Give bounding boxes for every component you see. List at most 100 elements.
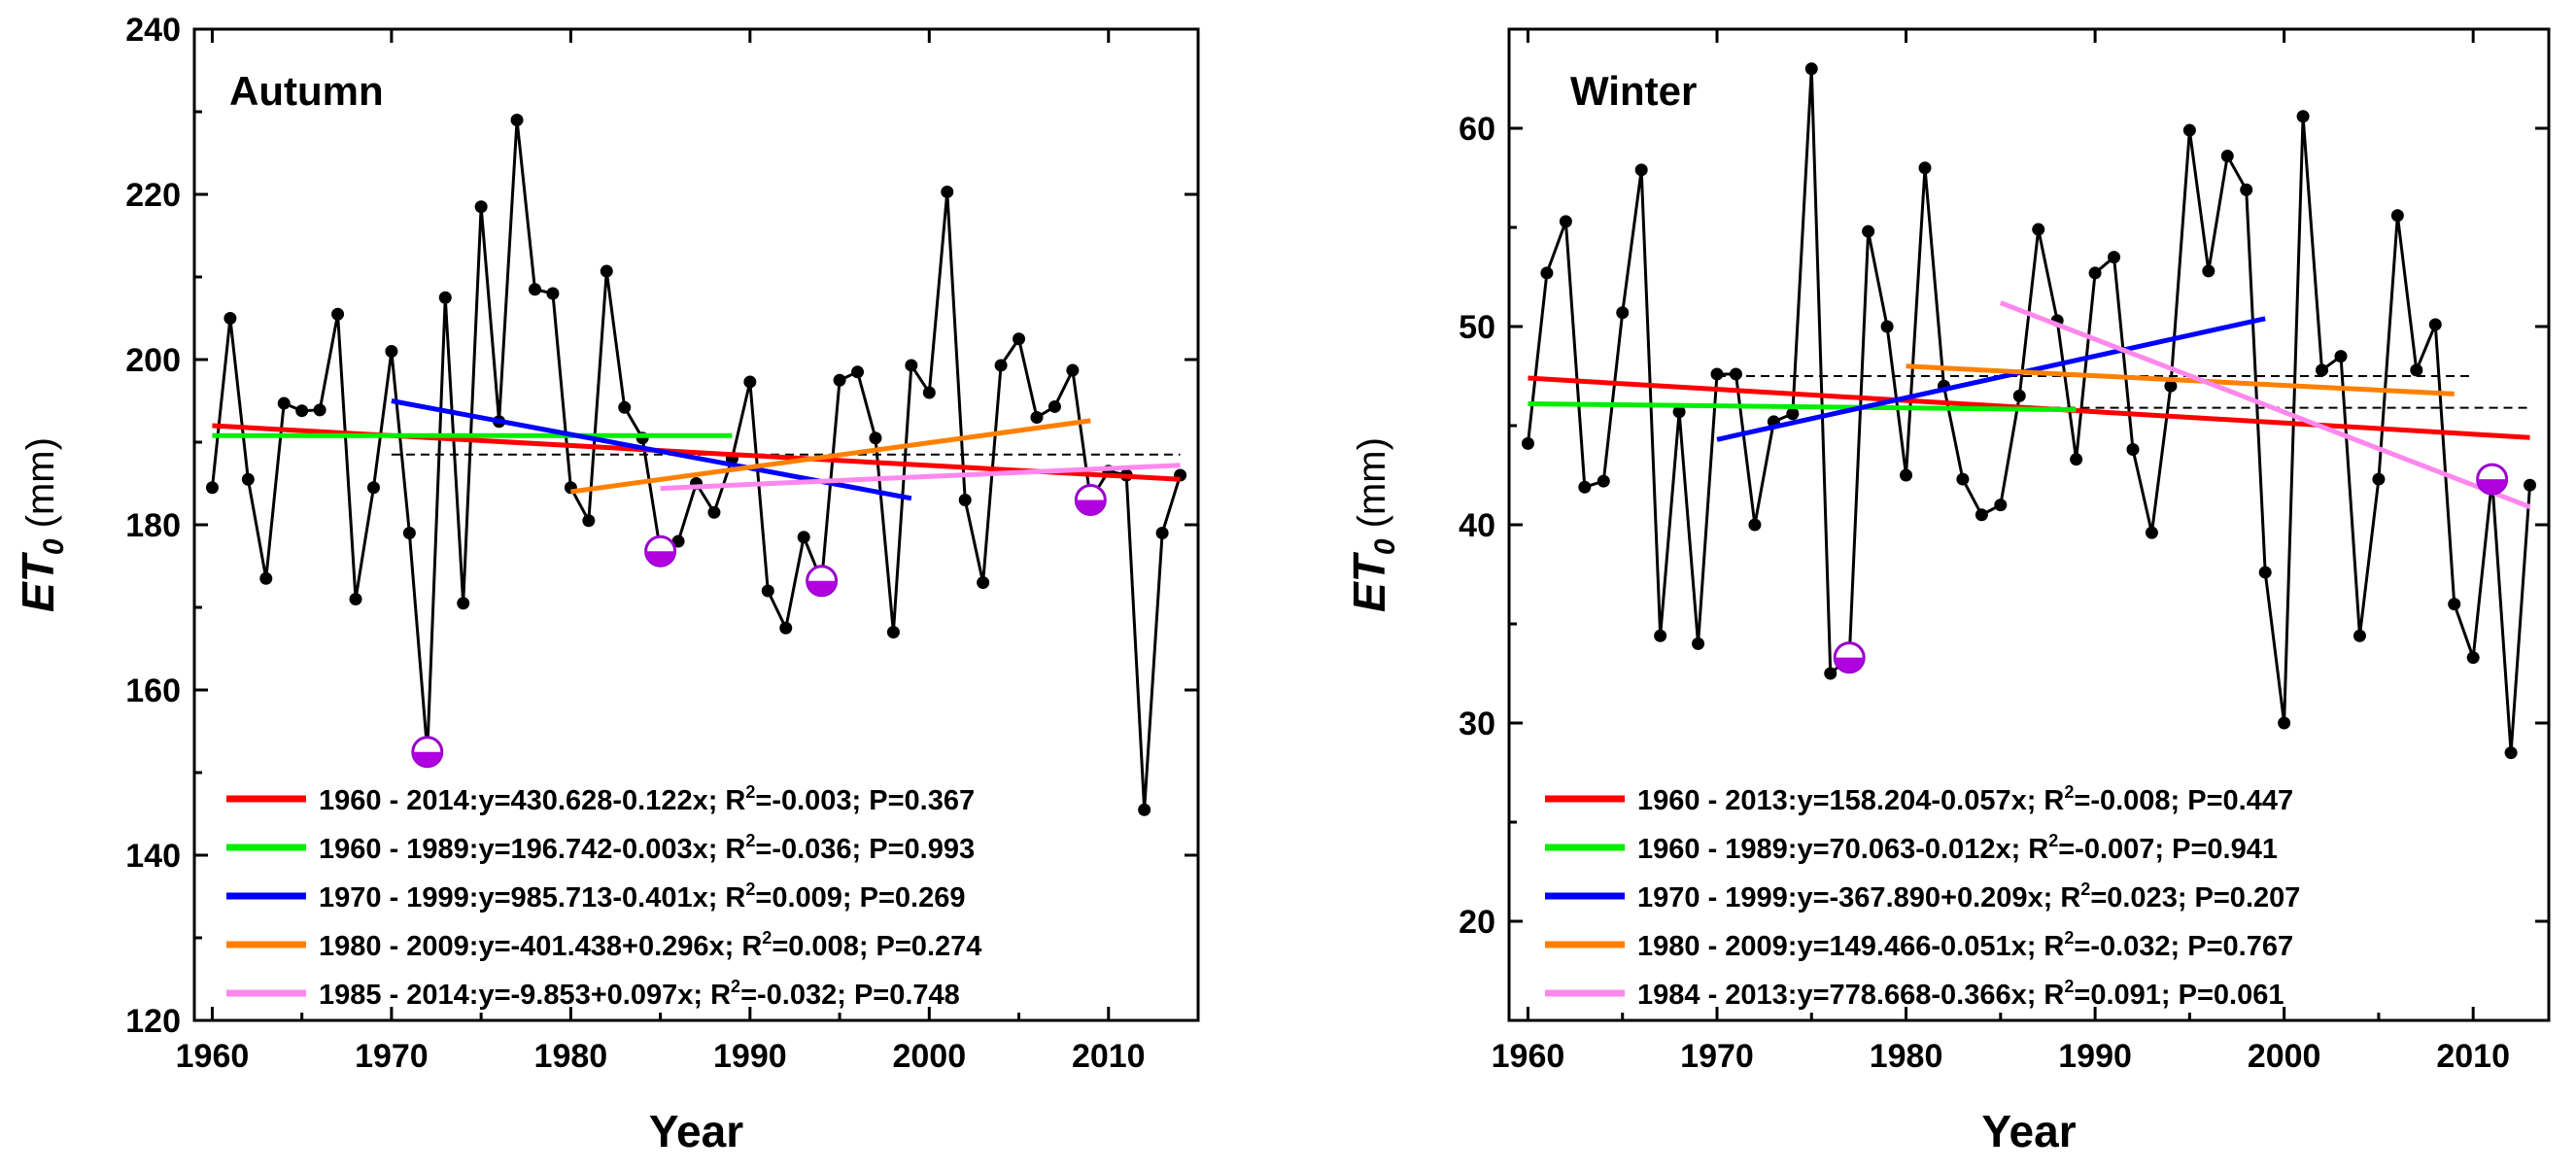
x-tick-label: 1970: [355, 1038, 429, 1075]
legend-stats: =0.023; P=0.207: [2090, 882, 2300, 913]
x-tick-label: 1980: [1870, 1038, 1943, 1075]
y-tick-label: 30: [1459, 706, 1495, 742]
et0-data-point: [510, 114, 524, 126]
et0-data-point: [1559, 215, 1572, 228]
plot-frame: [1507, 27, 2551, 1022]
legend-stats: =-0.036; P=0.993: [755, 834, 975, 865]
et0-data-point: [385, 345, 398, 358]
autumn-panel: 1960 1970 1980 1990 2000 2010 120 140 160 180 200 2…: [13, 12, 1200, 1156]
et0-data-point: [2410, 363, 2423, 377]
legend-stats: =0.008; P=0.274: [772, 931, 981, 962]
y-axis-title-main: ET: [1344, 551, 1394, 612]
et0-data-point: [1729, 367, 1742, 381]
y-tick-label: 20: [1459, 904, 1495, 941]
et0-data-point: [2334, 350, 2348, 363]
minimum-marker-fill: [807, 580, 837, 596]
et0-data-point: [2182, 123, 2196, 137]
et0-data-point: [1862, 224, 1875, 238]
et0-data-point: [205, 481, 219, 495]
et0-data-point: [905, 359, 918, 372]
legend-entry-4: 1985 - 2014:y=-9.853+0.097x; R2=-0.032; …: [319, 977, 960, 1011]
legend-entry-1: 1960 - 1989:y=196.742-0.003x; R2=-0.036;…: [319, 831, 975, 865]
y-axis-title-unit: (mm): [1351, 437, 1393, 538]
et0-data-point: [1521, 436, 1534, 450]
minimum-marker: [806, 565, 839, 598]
et0-data-point: [1616, 306, 1630, 320]
et0-data-point: [1672, 405, 1686, 419]
legend-equation: 1960 - 1989:y=196.742-0.003x; R: [319, 834, 745, 865]
x-tick-label: 2000: [892, 1038, 966, 1075]
legend-entry-0: 1960 - 2013:y=158.204-0.057x; R2=-0.008;…: [1637, 782, 2293, 816]
x-tick-label: 2010: [1072, 1038, 1146, 1075]
et0-data-point: [1030, 411, 1044, 424]
et0-data-point: [886, 626, 900, 638]
et0-data-point: [743, 375, 757, 389]
et0-data-point: [2448, 598, 2461, 611]
panel-title: Autumn: [229, 68, 384, 114]
et0-data-point: [474, 200, 488, 214]
et0-data-point: [259, 571, 273, 585]
legend-stats: =-0.003; P=0.367: [755, 785, 975, 816]
y-tick-label: 160: [125, 672, 181, 709]
et0-data-point: [2126, 442, 2140, 456]
et0-data-point: [600, 264, 613, 278]
et0-data-point: [2428, 318, 2442, 331]
et0-data-point: [582, 514, 596, 528]
trend-line-1: [1528, 401, 2077, 413]
trend-line-3: [570, 418, 1091, 495]
et0-data-point: [2032, 223, 2045, 236]
legend-r2-superscript: 2: [2048, 831, 2058, 850]
et0-data-point: [1956, 472, 1970, 486]
et0-data-point: [1710, 367, 1724, 381]
et0-data-point: [869, 431, 882, 445]
y-tick-label: 180: [125, 507, 181, 544]
legend-equation: 1970 - 1999:y=985.713-0.401x; R: [319, 882, 745, 913]
legend-stats: =-0.008; P=0.447: [2074, 785, 2293, 816]
et0-data-point: [241, 472, 255, 486]
et0-data-point: [1748, 518, 1762, 532]
legend-entry-2: 1970 - 1999:y=-367.890+0.209x; R2=0.023;…: [1637, 879, 2300, 913]
et0-data-point: [2524, 478, 2537, 492]
et0-data-point: [1138, 803, 1151, 816]
legend-r2-superscript: 2: [762, 928, 772, 948]
et0-data-point: [1155, 527, 1169, 539]
et0-data-point: [1900, 468, 1913, 482]
et0-data-point: [2466, 651, 2480, 665]
y-tick-label: 240: [125, 12, 181, 49]
legend-r2-superscript: 2: [2064, 928, 2074, 948]
legend-r2-superscript: 2: [2080, 879, 2090, 899]
legend-entry-0: 1960 - 2014:y=430.628-0.122x; R2=-0.003;…: [319, 782, 975, 816]
et0-data-point: [2145, 526, 2158, 539]
et0-data-point: [2012, 389, 2026, 402]
legend-equation: 1985 - 2014:y=-9.853+0.097x; R: [319, 980, 731, 1011]
et0-data-point: [2390, 209, 2404, 223]
et0-data-point: [1540, 266, 1554, 280]
minimum-marker: [2476, 463, 2509, 496]
legend-stats: =-0.007; P=0.941: [2058, 834, 2278, 865]
x-tick-label: 2000: [2248, 1038, 2321, 1075]
et0-data-point: [671, 534, 685, 548]
et0-data-point: [994, 359, 1008, 372]
x-axis-title: Year: [649, 1106, 743, 1156]
panel-title: Winter: [1570, 68, 1697, 114]
y-axis-title-sub: 0: [38, 538, 70, 555]
trend-line-4: [660, 463, 1181, 492]
legend-entry-3: 1980 - 2009:y=149.466-0.051x; R2=-0.032;…: [1637, 928, 2293, 962]
trend-line-2: [1716, 316, 2266, 442]
et0-data-point: [2088, 266, 2102, 280]
minimum-marker: [411, 736, 444, 769]
et0-data-point: [2278, 716, 2291, 730]
x-tick-label: 1980: [534, 1038, 608, 1075]
et0-data-point: [2164, 379, 2178, 393]
et0-data-point: [313, 403, 326, 417]
winter-panel: 1960 1970 1980 1990 2000 20102030405060YearET…: [1344, 27, 2551, 1156]
legend-r2-superscript: 2: [745, 782, 755, 802]
plot-frame: [192, 27, 1200, 1022]
y-axis-title: ET0 (mm): [1344, 437, 1401, 612]
y-axis-title-unit: (mm): [19, 437, 62, 538]
legend-entry-1: 1960 - 1989:y=70.063-0.012x; R2=-0.007; …: [1637, 831, 2278, 865]
legend-stats: =0.009; P=0.269: [755, 882, 965, 913]
y-tick-label: 50: [1459, 309, 1495, 346]
legend-stats: =0.091; P=0.061: [2074, 980, 2284, 1011]
et0-data-point: [2504, 746, 2518, 760]
